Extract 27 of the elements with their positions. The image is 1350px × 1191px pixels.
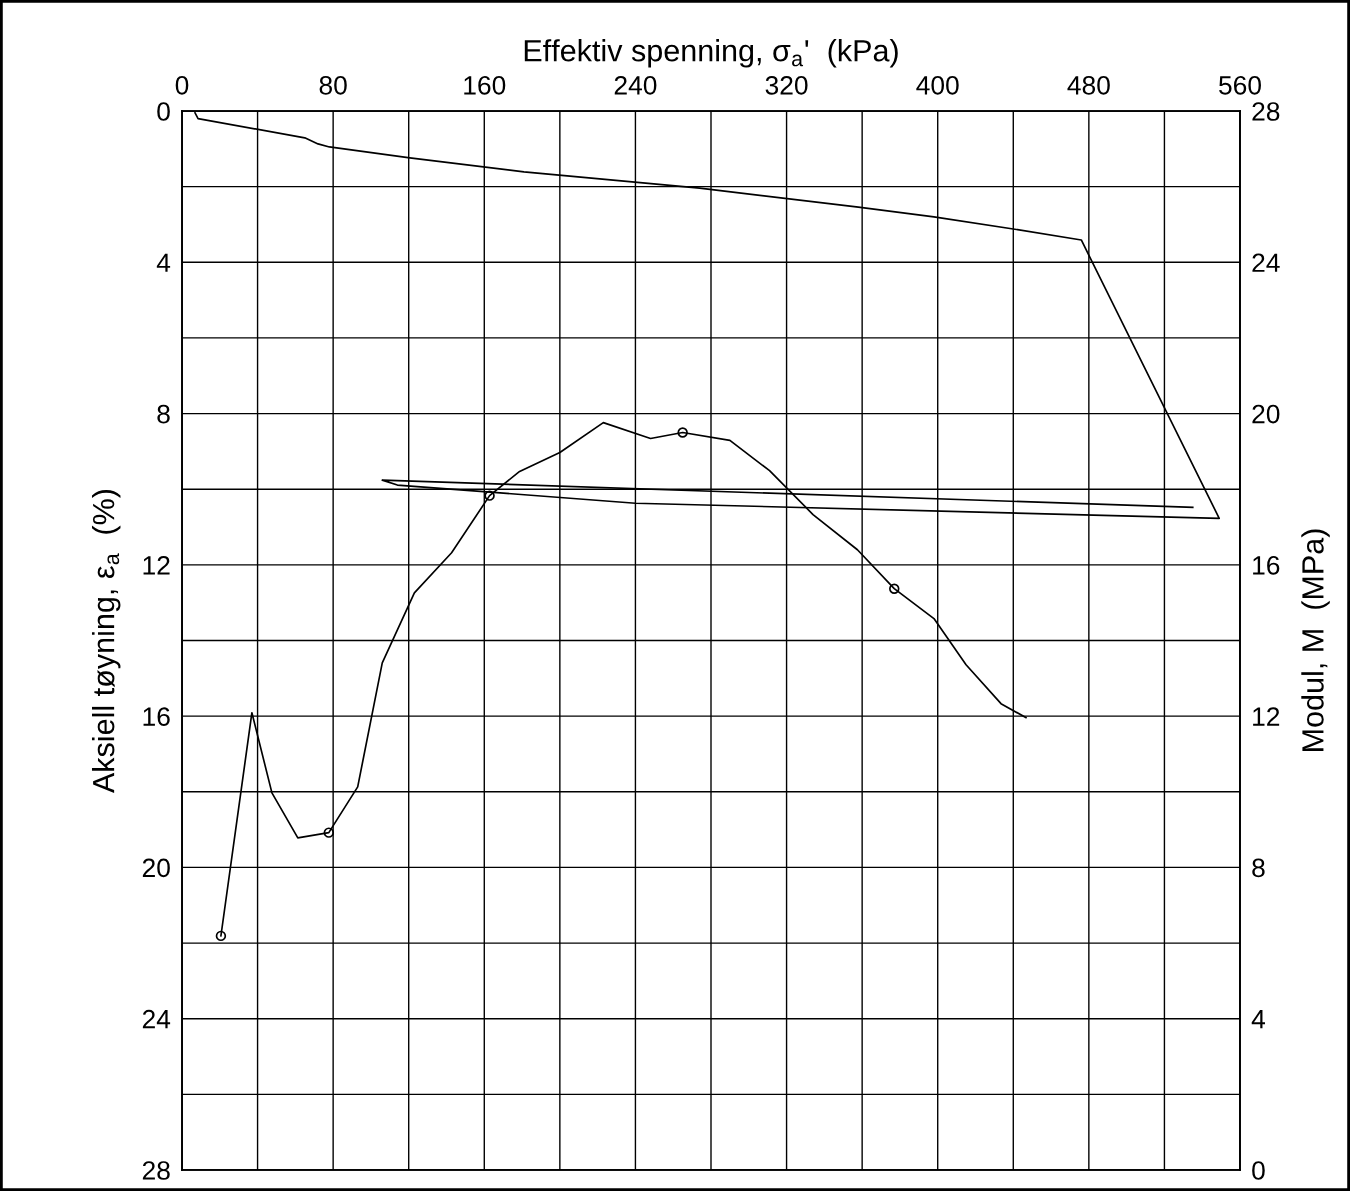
x-tick-label: 400 bbox=[916, 75, 959, 95]
x-tick-label: 0 bbox=[175, 75, 189, 95]
y2-tick-label: 20 bbox=[1252, 404, 1280, 424]
y-tick-label: 24 bbox=[142, 1009, 171, 1029]
x-tick-label: 320 bbox=[765, 75, 808, 95]
y2-axis-title: Modul, M (MPa) bbox=[1301, 529, 1330, 751]
y-tick-label: 16 bbox=[143, 707, 170, 726]
x-tick-label: 80 bbox=[319, 75, 347, 95]
x-tick-label: 240 bbox=[614, 75, 657, 95]
y2-tick-label: 16 bbox=[1253, 555, 1280, 575]
y2-tick-label: 4 bbox=[1251, 1010, 1266, 1029]
y2-tick-label: 24 bbox=[1252, 253, 1280, 272]
y-tick-label: 28 bbox=[142, 1161, 170, 1180]
x-tick-label: 160 bbox=[464, 75, 506, 95]
y-tick-label: 4 bbox=[156, 253, 171, 272]
y2-tick-label: 28 bbox=[1252, 102, 1280, 121]
y-tick-label: 8 bbox=[157, 404, 170, 424]
y-axis-title: Aksiell tøyning, ε$_{a}$ (%) bbox=[91, 489, 121, 794]
y-tick-label: 0 bbox=[157, 102, 170, 121]
y2-tick-label: 8 bbox=[1252, 858, 1265, 878]
y-tick-label: 12 bbox=[143, 555, 170, 575]
x-tick-label: 560 bbox=[1219, 75, 1261, 95]
y2-tick-label: 12 bbox=[1253, 707, 1280, 726]
x-axis-title: Effektiv spenning, σ$_{a}$' (kPa) bbox=[524, 39, 898, 68]
y2-tick-label: 0 bbox=[1252, 1161, 1265, 1180]
y-tick-label: 20 bbox=[142, 858, 170, 878]
x-tick-label: 480 bbox=[1067, 75, 1110, 95]
